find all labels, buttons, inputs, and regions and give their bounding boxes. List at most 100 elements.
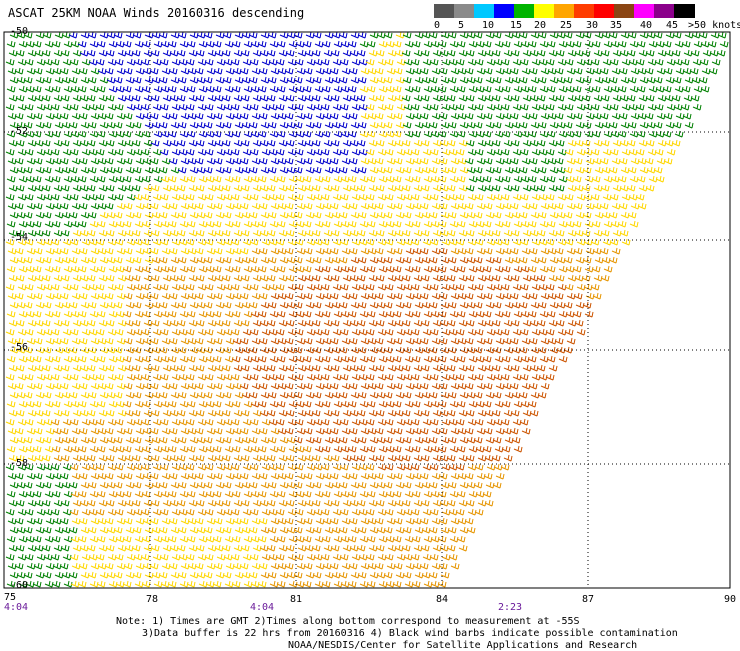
wind-barb [50,373,60,381]
wind-barb [465,454,475,462]
wind-barb [278,184,288,192]
wind-barb [536,229,546,237]
wind-barb [117,229,127,237]
wind-barb [590,58,600,66]
wind-barb [9,256,19,264]
wind-barb [323,139,333,147]
wind-speed-legend: 0 5 10 15 20 25 30 35 40 45 >50 knots [434,4,740,34]
wind-barb [638,139,648,147]
wind-barb [180,247,190,255]
wind-barb [465,49,475,57]
legend-label: 5 [458,20,465,31]
wind-barb [491,454,501,462]
wind-barb [546,265,556,273]
wind-barb [81,283,91,291]
wind-barb [232,337,242,345]
wind-barb [441,463,451,471]
wind-barb [313,283,323,291]
wind-barb [105,409,115,417]
wind-barb [393,562,403,570]
wind-barb [45,427,55,435]
wind-barb [279,301,289,309]
wind-barb [70,445,80,453]
wind-barb [315,427,325,435]
wind-barb [473,301,483,309]
wind-barb [428,166,438,174]
wind-barb [96,130,106,138]
wind-barb [259,139,269,147]
wind-barb [503,49,513,57]
wind-barb [404,400,414,408]
map-frame [3,31,731,589]
wind-barb [503,454,513,462]
wind-barb [88,103,98,111]
wind-barb [68,571,78,579]
wind-barb [566,337,576,345]
wind-barb [295,490,305,498]
wind-barb [197,283,207,291]
wind-barb [144,436,154,444]
wind-barb [61,481,71,489]
wind-barb [512,103,522,111]
wind-barb [186,310,196,318]
wind-barb [135,112,145,120]
wind-barb [213,112,223,120]
wind-barb [510,139,520,147]
wind-barb [216,103,226,111]
wind-barb [5,508,15,516]
wind-barb [324,256,334,264]
wind-barb [312,211,322,219]
wind-barb [699,58,709,66]
wind-barb [395,256,405,264]
wind-barb [519,193,529,201]
wind-barb [252,274,262,282]
wind-barb [591,175,601,183]
wind-barb [150,139,160,147]
wind-barb [6,310,16,318]
wind-barb [666,103,676,111]
wind-barb [402,166,412,174]
wind-barb [303,112,313,120]
wind-barb [160,40,170,48]
wind-barb [134,310,144,318]
wind-barb [432,49,442,57]
wind-barb [384,58,394,66]
wind-barb [333,445,343,453]
wind-barb [681,85,691,93]
wind-barb [466,526,476,534]
wind-barb [278,499,288,507]
wind-barb [113,256,123,264]
wind-barb [269,265,279,273]
wind-barb [5,193,15,201]
wind-barb [122,355,132,363]
wind-barb [241,121,251,129]
wind-barb [97,382,107,390]
wind-barb [311,274,321,282]
wind-barb [113,211,123,219]
wind-barb [432,409,442,417]
wind-barb [329,517,339,525]
wind-barb [168,382,178,390]
wind-barb [441,283,451,291]
wind-barb [287,58,297,66]
wind-barb [152,103,162,111]
wind-barb [169,229,179,237]
wind-barb [60,454,70,462]
wind-barb [131,454,141,462]
wind-barb [260,31,270,39]
wind-barb [477,94,487,102]
wind-barb [510,319,520,327]
wind-barb [459,481,469,489]
wind-barb [267,256,277,264]
wind-barb [610,220,620,228]
wind-barb [394,499,404,507]
wind-barb [96,580,106,588]
wind-barb [141,265,151,273]
wind-barb [44,175,54,183]
wind-barb [267,121,277,129]
wind-barb [96,535,106,543]
wind-barb [412,472,422,480]
wind-barb [79,94,89,102]
wind-barb [204,193,214,201]
wind-barb [360,67,370,75]
